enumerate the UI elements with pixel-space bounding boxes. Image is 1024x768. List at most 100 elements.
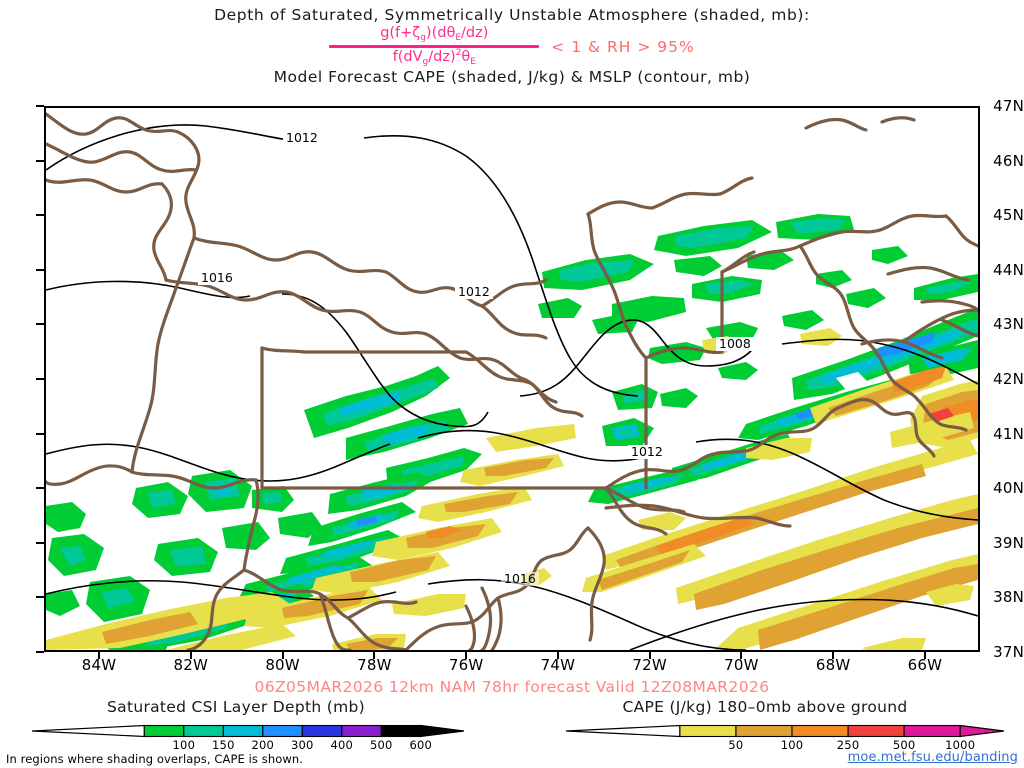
lat-tick-label: 44N [993, 260, 1024, 279]
lat-tick-label: 43N [993, 315, 1024, 334]
lon-tick-label: 74W [540, 656, 576, 674]
lat-tick-label: 47N [993, 97, 1024, 115]
forecast-info: 06Z05MAR2026 12km NAM 78hr forecast Vali… [254, 678, 770, 696]
csi-colorbar-swatch [222, 724, 264, 738]
lon-tick-mark [373, 652, 376, 659]
lon-tick-label: 82W [173, 656, 209, 674]
lat-tick-mark [36, 651, 44, 653]
contour-label-1016-b: 1016 [504, 571, 536, 586]
csi-colorbar-swatch [183, 724, 224, 738]
formula-condition: < 1 & RH > 95% [551, 37, 695, 56]
lon-tick-label: 80W [265, 656, 300, 674]
csi-colorbar-swatch [262, 724, 303, 738]
cape-colorbar-swatch [735, 724, 793, 738]
credit-link[interactable]: moe.met.fsu.edu/banding [847, 750, 1018, 765]
lat-tick-mark [36, 541, 44, 544]
mslp-contour-layer [46, 124, 978, 650]
contour-label-1012-b: 1012 [458, 284, 490, 299]
cape-tick-label: 1000 [945, 738, 976, 752]
lat-tick-label: 39N [993, 533, 1024, 552]
lon-tick-mark [740, 652, 743, 659]
cape-shading-layer [46, 328, 978, 650]
lat-tick-label: 46N [993, 151, 1024, 170]
cape-tick-label: 250 [836, 738, 860, 752]
lon-tick-mark [465, 652, 468, 659]
lat-tick-label: 38N [993, 588, 1024, 607]
csi-colorbar-swatch [143, 724, 185, 738]
csi-colorbar-swatch [341, 724, 382, 738]
overlap-note: In regions where shading overlaps, CAPE … [6, 752, 304, 766]
formula-fraction: g(f+ζg)(dθE/dz) f(dVg/dz)2θE [329, 25, 540, 67]
lon-tick-mark [648, 652, 651, 659]
csi-tick-label: 200 [251, 738, 275, 752]
lon-tick-mark [556, 652, 559, 659]
contour-label-1012-c: 1012 [631, 444, 663, 459]
cape-tick-label: 500 [892, 738, 916, 752]
lat-tick-mark [36, 105, 44, 107]
cape-colorbar-title: CAPE (J/kg) 180–0mb above ground [622, 698, 908, 716]
cape-colorbar-ticks: 50 100 250 500 1000 [566, 738, 1004, 752]
geography-layer [46, 112, 978, 650]
lat-tick-mark [36, 323, 44, 326]
cape-colorbar-swatch [903, 724, 961, 738]
lat-tick-label: 37N [993, 643, 1024, 661]
csi-tick-label: 100 [172, 738, 196, 752]
lon-tick-mark [923, 652, 926, 659]
lat-tick-label: 42N [993, 370, 1024, 388]
csi-tick-label: 400 [330, 738, 354, 752]
lat-tick-mark [36, 378, 44, 380]
csi-colorbar-under-wedge [32, 724, 145, 738]
cape-tick-label: 50 [728, 738, 744, 752]
contour-label-1008: 1008 [719, 336, 751, 351]
lon-tick-label: 72W [632, 656, 667, 674]
lon-tick-label: 70W [724, 656, 759, 674]
csi-tick-label: 500 [370, 738, 393, 752]
cape-colorbar-over-wedge [959, 724, 1004, 738]
lat-tick-mark [36, 596, 44, 599]
title-block: Depth of Saturated, Symmetrically Unstab… [0, 0, 1024, 86]
formula-numerator: g(f+ζg)(dθE/dz) [380, 25, 489, 43]
lat-tick-label: 40N [993, 479, 1024, 498]
page-title: Depth of Saturated, Symmetrically Unstab… [214, 6, 810, 24]
lat-tick-mark [36, 487, 44, 490]
csi-colorbar[interactable] [32, 721, 464, 741]
lat-tick-mark [36, 432, 44, 435]
csi-colorbar-ticks: 100 150 200 300 400 500 600 [32, 738, 464, 752]
map-plot-area[interactable]: 1012 1016 1012 1008 1012 1016 [44, 106, 980, 652]
csi-colorbar-swatch [380, 724, 422, 738]
lat-tick-label: 41N [993, 424, 1024, 443]
lon-tick-label: 66W [907, 656, 943, 674]
csi-colorbar-over-wedge [420, 724, 464, 738]
contour-label-1012-a: 1012 [286, 130, 318, 145]
map-canvas: 1012 1016 1012 1008 1012 1016 [46, 108, 978, 650]
lon-tick-mark [281, 652, 284, 659]
page-subtitle: Model Forecast CAPE (shaded, J/kg) & MSL… [273, 68, 751, 87]
csi-colorbar-title: Saturated CSI Layer Depth (mb) [107, 698, 365, 716]
lat-tick-mark [36, 214, 44, 217]
cape-colorbar[interactable] [566, 721, 1004, 741]
csi-formula: g(f+ζg)(dθE/dz) f(dVg/dz)2θE < 1 & RH > … [0, 25, 1024, 67]
csi-colorbar-swatch [301, 724, 343, 738]
csi-tick-label: 150 [212, 738, 235, 752]
cape-colorbar-svg [566, 724, 1004, 738]
cape-colorbar-under-wedge [566, 724, 681, 738]
lon-tick-label: 78W [357, 656, 392, 674]
lon-tick-mark [98, 652, 101, 659]
formula-denominator: f(dVg/dz)2θE [392, 47, 476, 67]
cape-colorbar-swatch [679, 724, 737, 738]
contour-label-1016-a: 1016 [201, 270, 233, 285]
csi-tick-label: 300 [291, 738, 314, 752]
lon-tick-mark [189, 652, 192, 659]
cape-colorbar-swatch [791, 724, 849, 738]
contour-label-layer: 1012 1016 1012 1008 1012 1016 [198, 130, 754, 586]
cape-tick-label: 100 [780, 738, 804, 752]
lon-tick-label: 76W [448, 656, 484, 674]
lon-tick-mark [832, 652, 835, 659]
lat-tick-label: 45N [993, 206, 1024, 225]
lat-tick-mark [36, 268, 44, 271]
csi-tick-label: 600 [409, 738, 433, 752]
lat-tick-mark [36, 159, 44, 162]
csi-colorbar-svg [32, 724, 464, 738]
lon-tick-label: 84W [81, 656, 117, 674]
